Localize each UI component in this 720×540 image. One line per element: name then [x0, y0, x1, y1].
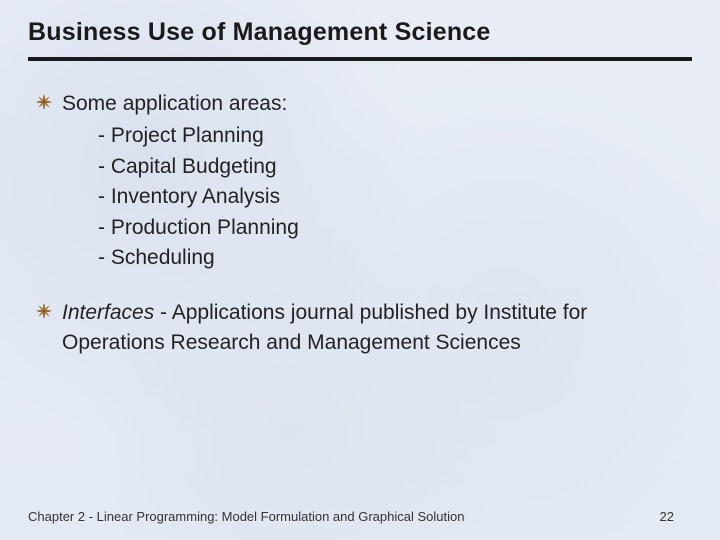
burst-icon	[36, 94, 52, 110]
footer-chapter: Chapter 2 - Linear Programming: Model Fo…	[28, 509, 464, 524]
bullet-2: Interfaces - Applications journal publis…	[36, 298, 692, 359]
sub-item: - Production Planning	[98, 213, 692, 243]
bullet-1-sublist: - Project Planning - Capital Budgeting -…	[98, 121, 692, 273]
slide: Business Use of Management Science Some …	[0, 0, 720, 540]
bullet-1-text: Some application areas:	[62, 89, 287, 119]
sub-item: - Capital Budgeting	[98, 152, 692, 182]
page-number: 22	[660, 509, 692, 524]
content-area: Some application areas: - Project Planni…	[28, 89, 692, 359]
sub-item: - Project Planning	[98, 121, 692, 151]
slide-title: Business Use of Management Science	[28, 18, 692, 47]
bullet-2-text: Interfaces - Applications journal publis…	[62, 298, 692, 359]
journal-name: Interfaces	[62, 301, 154, 324]
bullet-1: Some application areas:	[36, 89, 692, 119]
sub-item: - Scheduling	[98, 243, 692, 273]
burst-icon	[36, 303, 52, 319]
footer: Chapter 2 - Linear Programming: Model Fo…	[28, 509, 692, 524]
title-rule	[28, 57, 692, 61]
sub-item: - Inventory Analysis	[98, 182, 692, 212]
